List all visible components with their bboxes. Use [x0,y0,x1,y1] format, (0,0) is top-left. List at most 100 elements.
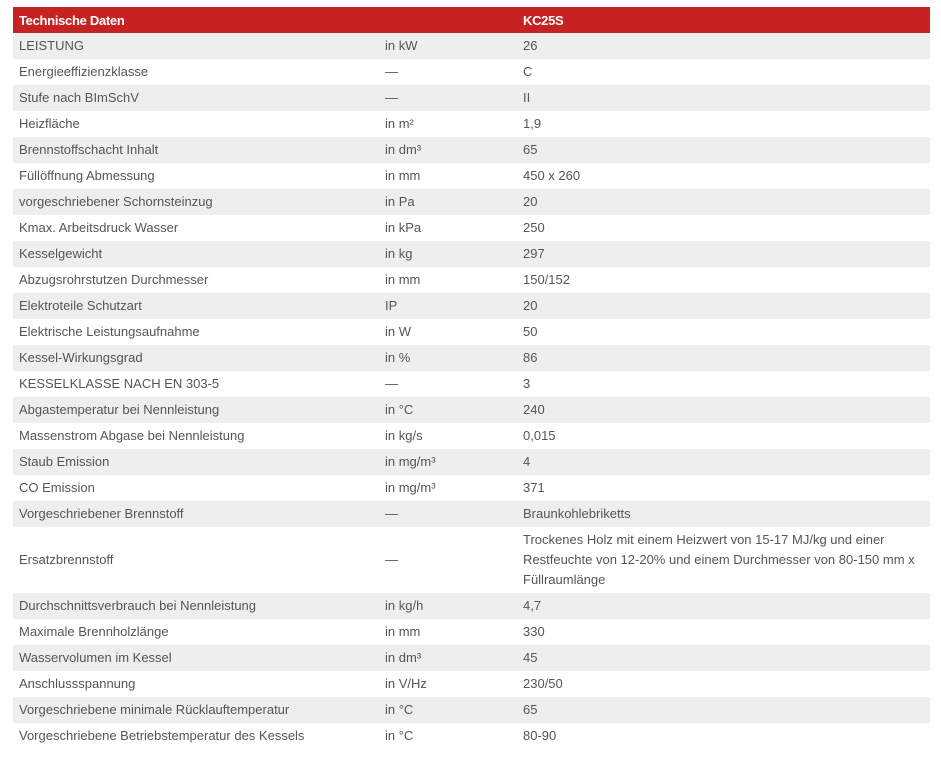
row-unit: — [379,371,517,397]
row-unit: IP [379,293,517,319]
row-value: 450 x 260 [517,163,930,189]
row-label: CO Emission [13,475,379,501]
table-row: Kesselgewicht in kg 297 [13,241,930,267]
row-value: 26 [517,33,930,59]
row-value: Braunkohlebriketts [517,501,930,527]
table-row: Abgastemperatur bei Nennleistung in °C 240 [13,397,930,423]
table-row: Elektroteile Schutzart IP 20 [13,293,930,319]
row-unit: in % [379,345,517,371]
row-unit: in mg/m³ [379,475,517,501]
row-value: 230/50 [517,671,930,697]
row-label: Energieeffizienzklasse [13,59,379,85]
row-value: 150/152 [517,267,930,293]
table-row: Ersatzbrennstoff — Trockenes Holz mit eine… [13,527,930,593]
row-label: Kmax. Arbeitsdruck Wasser [13,215,379,241]
row-unit: — [379,527,517,593]
table-row: Stufe nach BImSchV — II [13,85,930,111]
row-unit: in mm [379,619,517,645]
row-value: 20 [517,189,930,215]
header-unit [379,7,517,33]
table-row: Brennstoffschacht Inhalt in dm³ 65 [13,137,930,163]
row-label: Wasservolumen im Kessel [13,645,379,671]
row-label: Maximale Brennholzlänge [13,619,379,645]
table-row: Maximale Brennholzlänge in mm 330 [13,619,930,645]
row-unit: in mg/m³ [379,449,517,475]
row-value: 45 [517,645,930,671]
row-unit: in Pa [379,189,517,215]
table-row: CO Emission in mg/m³ 371 [13,475,930,501]
table-row: Kmax. Arbeitsdruck Wasser in kPa 250 [13,215,930,241]
header-model: KC25S [517,7,930,33]
row-value: 4 [517,449,930,475]
row-label: Abgastemperatur bei Nennleistung [13,397,379,423]
row-label: Durchschnittsverbrauch bei Nennleistung [13,593,379,619]
row-label: Vorgeschriebene Betriebstemperatur des K… [13,723,379,749]
row-value: 4,7 [517,593,930,619]
row-unit: in kPa [379,215,517,241]
row-value: 80-90 [517,723,930,749]
row-label: KESSELKLASSE NACH EN 303-5 [13,371,379,397]
row-label: Elektrische Leistungsaufnahme [13,319,379,345]
row-value: 20 [517,293,930,319]
row-value: 3 [517,371,930,397]
row-unit: — [379,59,517,85]
table-row: Heizfläche in m² 1,9 [13,111,930,137]
row-value: 297 [517,241,930,267]
row-label: Vorgeschriebene minimale Rücklauftempera… [13,697,379,723]
table-row: Abzugsrohrstutzen Durchmesser in mm 150/15… [13,267,930,293]
row-label: Vorgeschriebener Brennstoff [13,501,379,527]
header-title: Technische Daten [13,7,379,33]
row-label: Massenstrom Abgase bei Nennleistung [13,423,379,449]
row-value: 50 [517,319,930,345]
row-label: Brennstoffschacht Inhalt [13,137,379,163]
row-label: vorgeschriebener Schornsteinzug [13,189,379,215]
table-row: Durchschnittsverbrauch bei Nennleistung i… [13,593,930,619]
row-value: 86 [517,345,930,371]
row-value: Trockenes Holz mit einem Heizwert von 15… [517,527,930,593]
row-unit: in mm [379,163,517,189]
row-value: 371 [517,475,930,501]
row-value: 0,015 [517,423,930,449]
table-header: Technische Daten KC25S [13,7,930,33]
row-value: 250 [517,215,930,241]
table-row: Energieeffizienzklasse — C [13,59,930,85]
row-label: Füllöffnung Abmessung [13,163,379,189]
row-unit: in kg [379,241,517,267]
table-row: Vorgeschriebener Brennstoff — Braunkohlebr… [13,501,930,527]
row-unit: in °C [379,397,517,423]
row-label: Stufe nach BImSchV [13,85,379,111]
row-unit: in kg/h [379,593,517,619]
row-label: Staub Emission [13,449,379,475]
row-unit: in m² [379,111,517,137]
row-label: LEISTUNG [13,33,379,59]
table-row: Staub Emission in mg/m³ 4 [13,449,930,475]
row-label: Kesselgewicht [13,241,379,267]
table-row: Elektrische Leistungsaufnahme in W 50 [13,319,930,345]
row-unit: in dm³ [379,137,517,163]
row-unit: in °C [379,723,517,749]
row-unit: in kg/s [379,423,517,449]
row-value: 240 [517,397,930,423]
row-unit: in °C [379,697,517,723]
row-label: Heizfläche [13,111,379,137]
table-row: Füllöffnung Abmessung in mm 450 x 260 [13,163,930,189]
table-row: Kessel-Wirkungsgrad in % 86 [13,345,930,371]
row-label: Abzugsrohrstutzen Durchmesser [13,267,379,293]
table-row: Massenstrom Abgase bei Nennleistung in kg… [13,423,930,449]
table-row: Vorgeschriebene Betriebstemperatur des K… [13,723,930,749]
row-unit: in V/Hz [379,671,517,697]
row-value: 1,9 [517,111,930,137]
table-row: Anschlussspannung in V/Hz 230/50 [13,671,930,697]
row-value: 65 [517,137,930,163]
row-value: II [517,85,930,111]
row-label: Ersatzbrennstoff [13,527,379,593]
row-unit: in mm [379,267,517,293]
row-unit: in dm³ [379,645,517,671]
row-value: 330 [517,619,930,645]
row-unit: in kW [379,33,517,59]
row-unit: — [379,85,517,111]
row-value: C [517,59,930,85]
row-value: 65 [517,697,930,723]
row-label: Elektroteile Schutzart [13,293,379,319]
table-row: LEISTUNG in kW 26 [13,33,930,59]
